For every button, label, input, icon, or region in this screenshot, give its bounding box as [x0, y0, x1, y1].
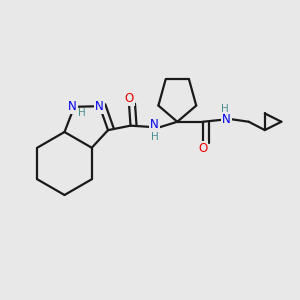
Text: H: H: [151, 132, 158, 142]
Text: N: N: [95, 100, 104, 113]
Text: N: N: [68, 100, 77, 113]
Text: N: N: [222, 113, 231, 126]
Text: O: O: [198, 142, 207, 155]
Text: O: O: [124, 92, 134, 105]
Text: H: H: [78, 108, 86, 118]
Text: H: H: [221, 104, 229, 114]
Text: N: N: [150, 118, 159, 131]
